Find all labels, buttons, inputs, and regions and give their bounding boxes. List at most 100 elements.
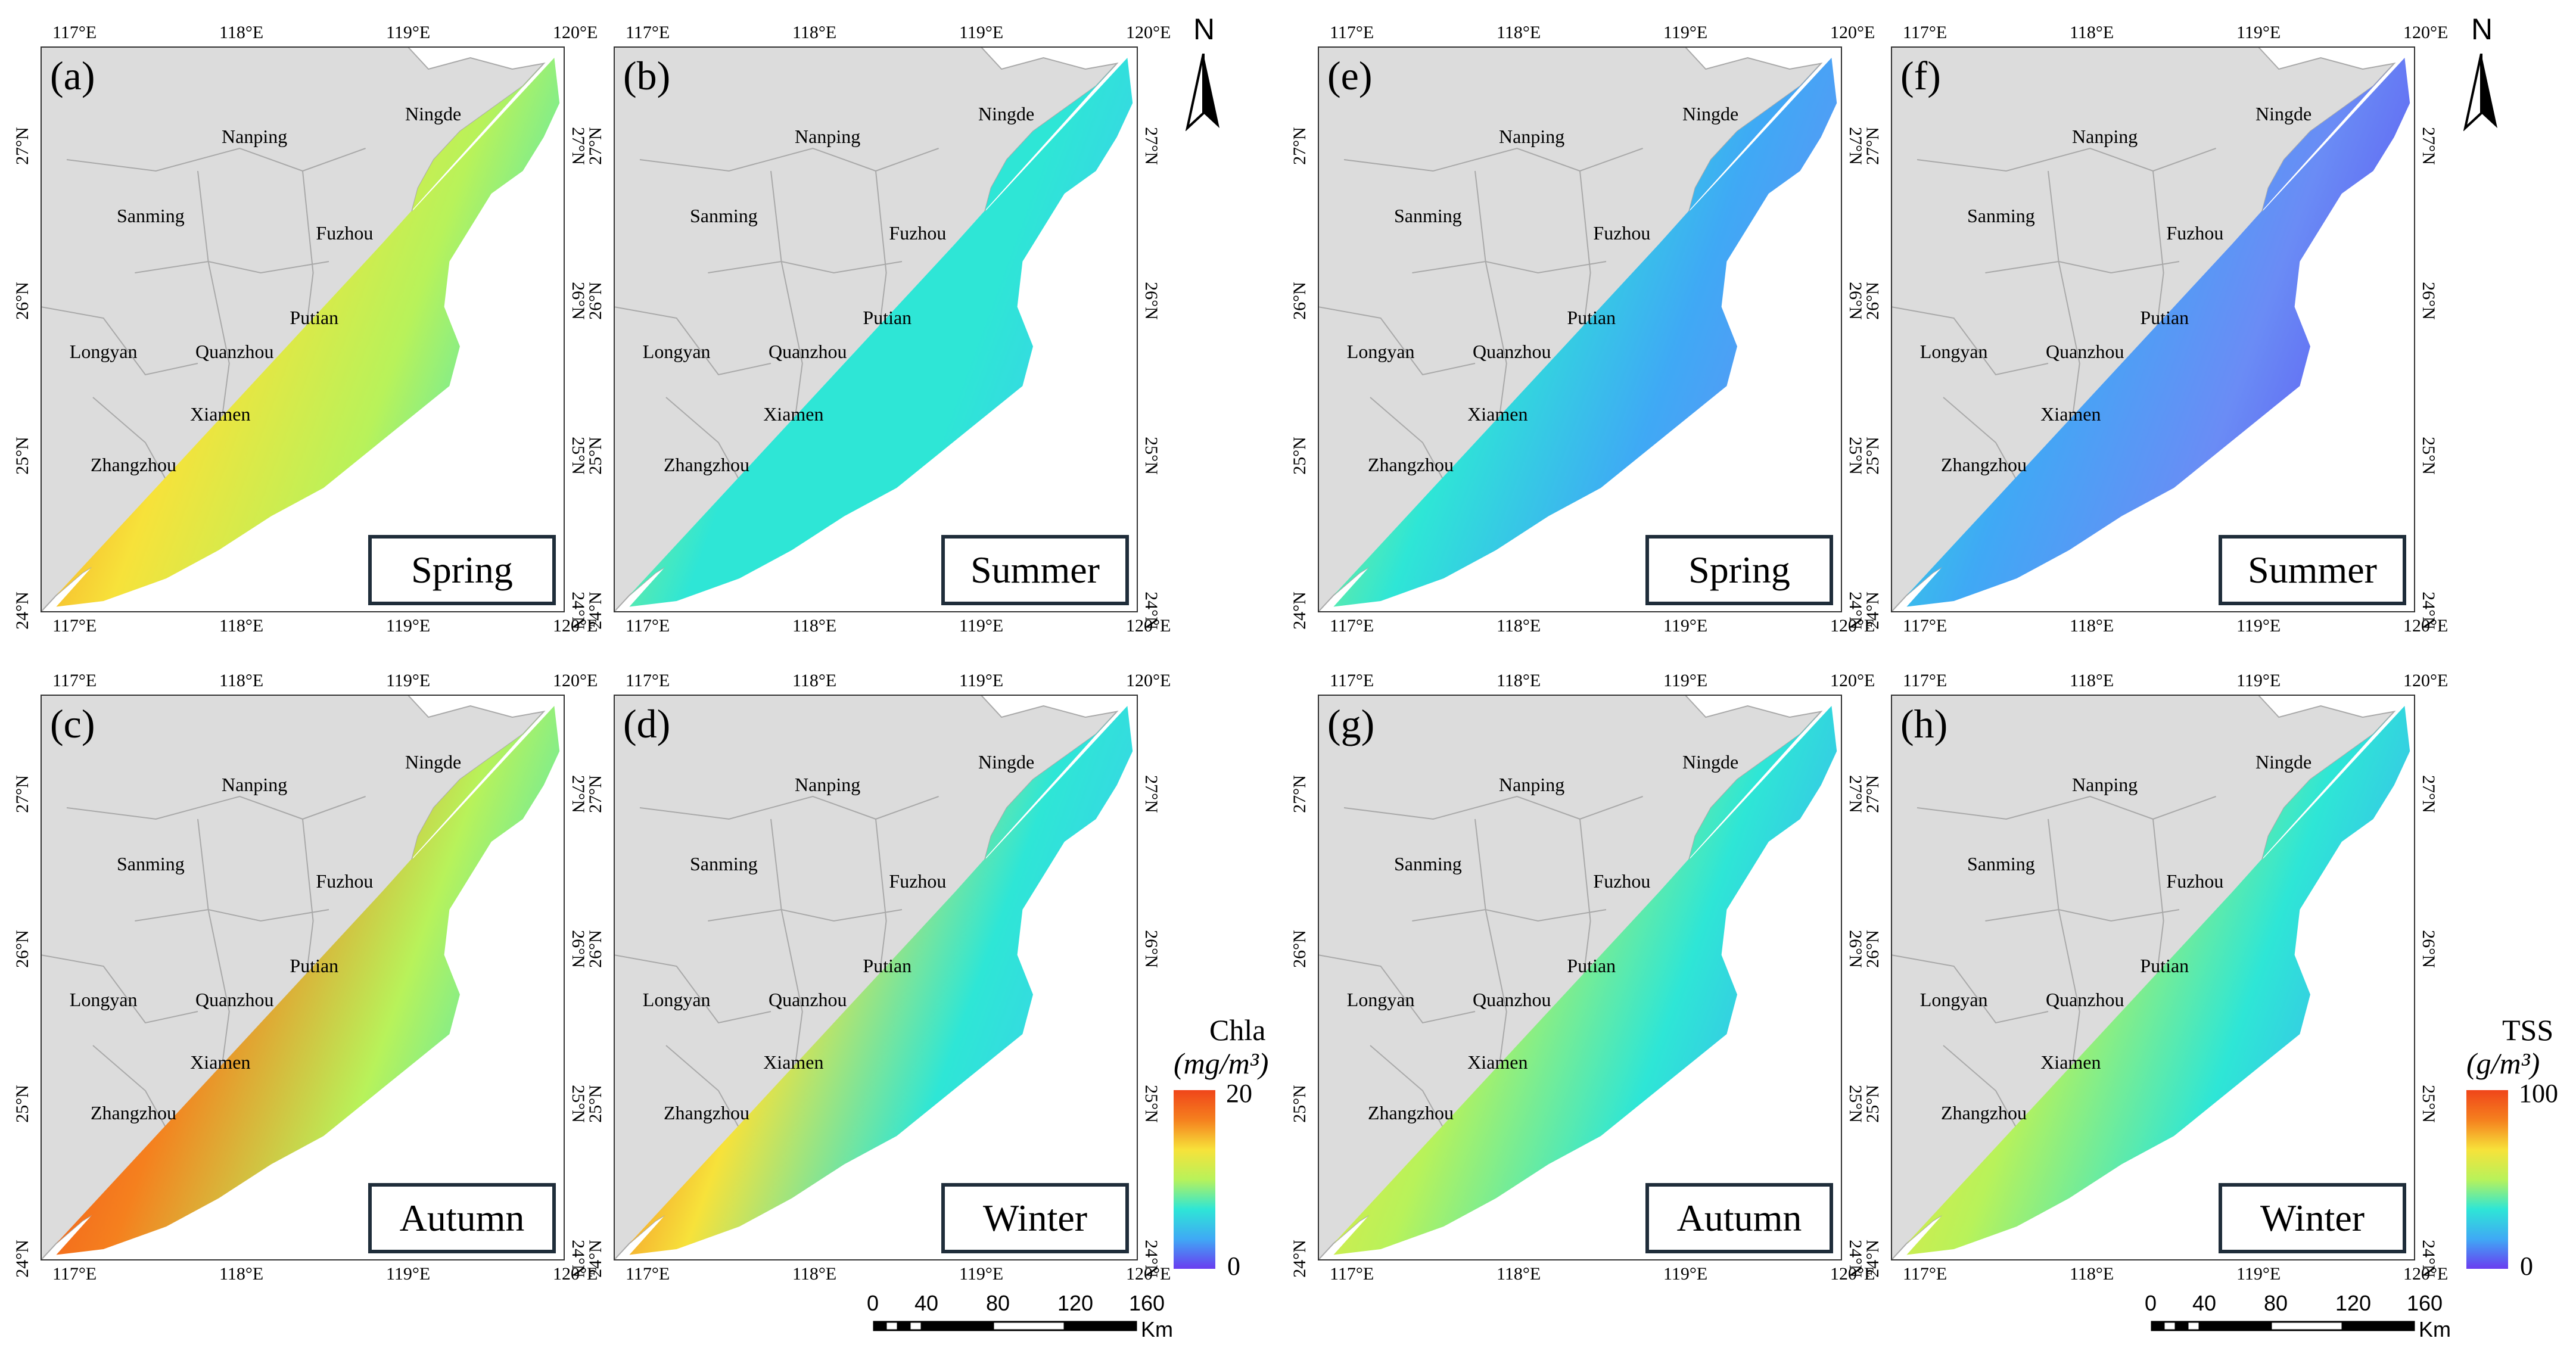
admin-border — [1891, 306, 2049, 376]
panel-label: (h) — [1900, 701, 1948, 746]
scale-label: 120 — [1057, 1291, 1094, 1315]
lon-tick-label: 118°E — [219, 1264, 264, 1284]
lon-tick-label: 119°E — [959, 616, 1004, 636]
lat-tick-label: 26°N — [568, 282, 588, 320]
lon-tick-label: 120°E — [553, 671, 598, 690]
lon-tick-label: 119°E — [1663, 1264, 1708, 1284]
lat-tick-label: 24°N — [585, 1240, 605, 1278]
city-label: Nanping — [2072, 126, 2138, 147]
admin-border — [1891, 954, 2049, 1024]
lon-tick-label: 120°E — [1126, 1264, 1171, 1284]
lon-tick-label: 118°E — [2070, 671, 2114, 690]
lon-tick-label: 119°E — [1663, 23, 1708, 42]
lat-tick-label: 27°N — [1845, 775, 1865, 813]
admin-border — [1318, 306, 1476, 376]
city-label: Nanping — [795, 774, 861, 795]
city-label: Quanzhou — [195, 341, 274, 362]
admin-border — [66, 147, 366, 172]
city-label: Quanzhou — [769, 341, 847, 362]
water-quality-field — [56, 706, 560, 1255]
admin-border — [1318, 954, 1476, 1024]
city-label: Sanming — [117, 853, 185, 874]
lat-tick-label: 26°N — [1862, 930, 1883, 968]
city-label: Fuzhou — [316, 870, 374, 892]
lat-tick-label: 26°N — [1141, 930, 1161, 968]
admin-border — [1985, 908, 2180, 922]
season-label: Summer — [2219, 535, 2406, 605]
lat-tick-label: 24°N — [12, 1240, 32, 1278]
lat-tick-label: 24°N — [1845, 1240, 1865, 1278]
water-quality-field — [1333, 706, 1837, 1255]
lon-tick-label: 120°E — [1126, 23, 1171, 42]
admin-border — [135, 908, 329, 922]
admin-border — [2048, 818, 2080, 1091]
scale-label: 0 — [2145, 1291, 2157, 1315]
city-label: Xiamen — [2040, 1051, 2101, 1073]
lon-tick-label: 119°E — [2236, 616, 2281, 636]
city-label: Quanzhou — [769, 989, 847, 1010]
map-a — [41, 46, 565, 612]
lat-tick-label: 25°N — [585, 437, 605, 475]
lat-tick-label: 24°N — [12, 592, 32, 630]
scale-label: 40 — [2192, 1291, 2217, 1315]
lon-tick-label: 117°E — [52, 1264, 97, 1284]
lon-tick-label: 118°E — [792, 1264, 837, 1284]
city-label: Nanping — [1499, 774, 1565, 795]
lon-tick-label: 120°E — [1126, 671, 1171, 690]
city-label: Fuzhou — [316, 222, 374, 244]
admin-border — [1917, 795, 2216, 820]
lon-tick-label: 119°E — [2236, 1264, 2281, 1284]
lon-tick-label: 117°E — [1330, 616, 1374, 636]
season-label: Autumn — [368, 1183, 556, 1253]
admin-border — [1474, 818, 1507, 1091]
city-label: Xiamen — [190, 1051, 251, 1073]
lon-tick-label: 117°E — [52, 671, 97, 690]
scale-label: 120 — [2335, 1291, 2372, 1315]
scale-label: 40 — [914, 1291, 939, 1315]
city-label: Ningde — [2255, 103, 2312, 124]
water-quality-field — [56, 58, 560, 607]
lon-tick-label: 120°E — [1830, 23, 1875, 42]
lat-tick-label: 27°N — [1862, 775, 1883, 813]
city-label: Longyan — [642, 341, 711, 362]
city-label: Nanping — [1499, 126, 1565, 147]
lat-tick-label: 27°N — [2418, 127, 2438, 165]
city-label: Ningde — [405, 103, 462, 124]
city-label: Sanming — [1394, 205, 1462, 226]
season-label: Summer — [941, 535, 1129, 605]
lat-tick-label: 27°N — [2418, 775, 2438, 813]
lat-tick-label: 25°N — [1141, 437, 1161, 475]
lon-tick-label: 117°E — [1903, 1264, 1947, 1284]
city-label: Zhangzhou — [1941, 1102, 2027, 1123]
lat-tick-label: 26°N — [12, 282, 32, 320]
lon-tick-label: 120°E — [1830, 1264, 1875, 1284]
lon-tick-label: 119°E — [386, 671, 431, 690]
north-label: N — [2471, 13, 2493, 46]
lat-tick-label: 27°N — [1862, 127, 1883, 165]
admin-border — [639, 795, 939, 820]
admin-border — [708, 908, 903, 922]
lon-tick-label: 118°E — [1497, 1264, 1541, 1284]
lat-tick-label: 24°N — [585, 592, 605, 630]
city-label: Ningde — [978, 103, 1035, 124]
city-label: Longyan — [642, 989, 711, 1010]
admin-border — [1474, 170, 1507, 443]
lon-tick-label: 119°E — [1663, 671, 1708, 690]
lat-tick-label: 25°N — [1862, 1085, 1883, 1123]
city-label: Fuzhou — [889, 222, 947, 244]
lon-tick-label: 120°E — [1830, 616, 1875, 636]
lat-tick-label: 25°N — [1845, 1085, 1865, 1123]
lon-tick-label: 117°E — [1903, 671, 1947, 690]
legend-max: 100 — [2519, 1079, 2558, 1108]
city-label: Putian — [2140, 955, 2189, 976]
lat-tick-label: 27°N — [1289, 775, 1309, 813]
city-label: Putian — [863, 955, 912, 976]
north-arrow-icon — [1185, 54, 1219, 131]
lon-tick-label: 117°E — [626, 616, 670, 636]
water-quality-field — [1906, 58, 2410, 607]
lat-tick-label: 25°N — [568, 437, 588, 475]
admin-border — [770, 818, 803, 1091]
lat-tick-label: 25°N — [568, 1085, 588, 1123]
city-label: Putian — [2140, 307, 2189, 328]
admin-border — [41, 954, 198, 1024]
